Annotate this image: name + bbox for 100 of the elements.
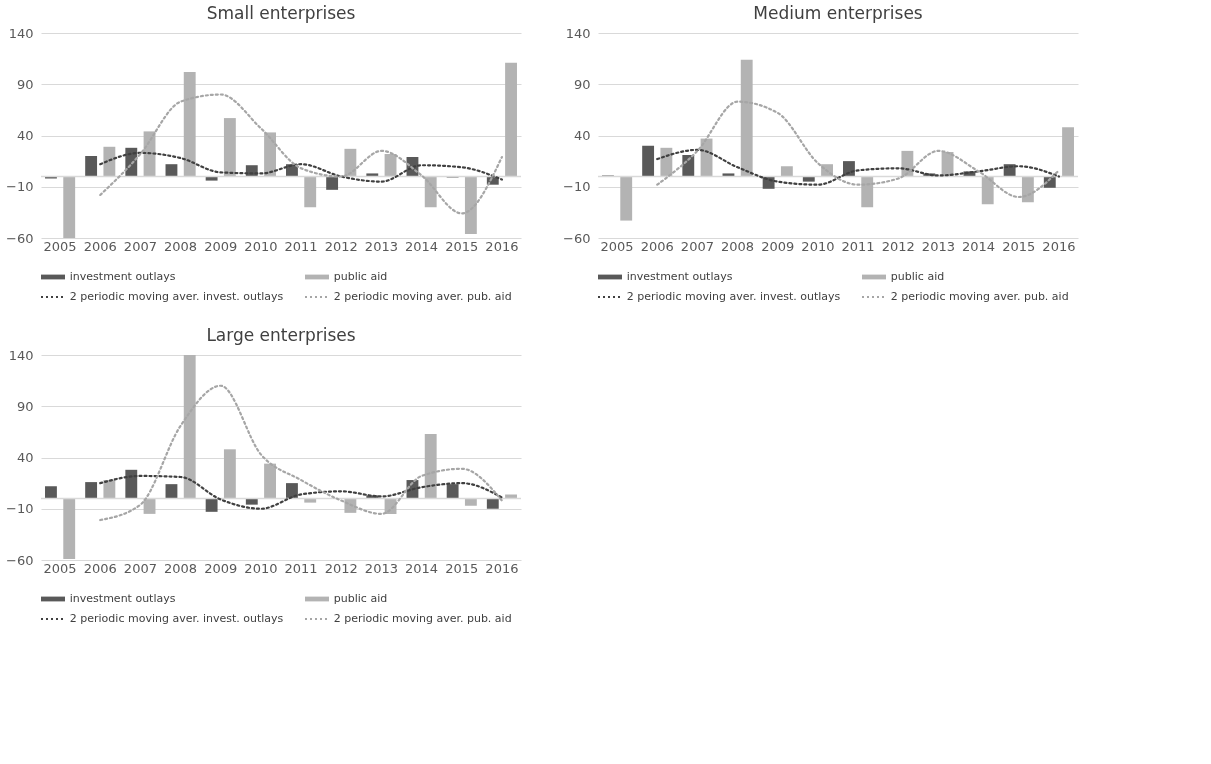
bar <box>620 176 633 221</box>
bar <box>642 145 655 177</box>
bar <box>205 498 218 512</box>
legend-label: 2 periodic moving aver. pub. aid <box>333 290 512 303</box>
x-tick-label: 2015 <box>445 560 479 576</box>
bar <box>304 176 317 208</box>
bar <box>183 355 196 499</box>
bar <box>446 484 459 499</box>
y-tick-label: 90 <box>16 398 34 414</box>
line-series <box>656 100 1061 199</box>
bar <box>165 164 178 177</box>
legend-label: public aid <box>890 270 945 283</box>
bar <box>85 156 98 177</box>
bar <box>861 176 874 208</box>
y-tick-label: 140 <box>565 25 591 41</box>
bar <box>125 469 138 499</box>
y-tick-label: −60 <box>563 230 591 246</box>
y-tick-label: 40 <box>573 128 591 143</box>
bar <box>1062 127 1074 177</box>
legend-label: investment outlays <box>69 270 176 283</box>
x-tick-label: 2006 <box>83 238 117 254</box>
x-tick-label: 2010 <box>244 238 278 254</box>
bar <box>326 176 339 190</box>
x-tick-label: 2011 <box>841 238 875 254</box>
bar <box>464 176 477 234</box>
x-tick-label: 2008 <box>164 238 198 254</box>
line-series <box>656 148 1061 186</box>
legend-label: public aid <box>333 270 388 283</box>
bar <box>223 449 236 499</box>
x-tick-label: 2011 <box>284 560 318 576</box>
y-tick-label: −60 <box>6 230 34 246</box>
y-tick-label: 90 <box>573 76 591 92</box>
x-tick-label: 2013 <box>364 560 398 576</box>
bar <box>264 132 276 177</box>
legend-label: 2 periodic moving aver. pub. aid <box>890 290 1069 303</box>
x-tick-label: 2014 <box>962 238 996 254</box>
x-tick-label: 2005 <box>43 238 77 254</box>
x-tick-label: 2012 <box>324 238 358 254</box>
x-tick-label: 2008 <box>721 238 755 254</box>
x-tick-label: 2014 <box>405 238 439 254</box>
y-tick-label: 40 <box>16 450 34 465</box>
x-tick-label: 2009 <box>204 560 238 576</box>
legend-label: 2 periodic moving aver. invest. outlays <box>69 612 284 625</box>
bar <box>486 498 499 509</box>
bar <box>424 433 437 499</box>
bar <box>103 146 116 177</box>
x-tick-label: 2014 <box>405 560 439 576</box>
x-tick-label: 2009 <box>204 238 238 254</box>
legend-label: 2 periodic moving aver. pub. aid <box>333 612 512 625</box>
x-tick-label: 2006 <box>640 238 674 254</box>
y-tick-label: −10 <box>6 179 34 195</box>
x-tick-label: 2005 <box>600 238 634 254</box>
y-tick-label: 140 <box>8 25 34 41</box>
bar <box>45 486 57 499</box>
bar <box>63 176 76 238</box>
bar <box>223 118 236 177</box>
y-tick-label: 90 <box>16 76 34 92</box>
chart-title: Medium enterprises <box>753 3 923 23</box>
bar <box>183 71 196 177</box>
bar <box>981 176 994 205</box>
x-tick-label: 2015 <box>1002 238 1036 254</box>
line-series <box>99 384 504 522</box>
legend-label: investment outlays <box>626 270 733 283</box>
x-tick-label: 2015 <box>445 238 479 254</box>
x-tick-label: 2013 <box>921 238 955 254</box>
x-tick-label: 2010 <box>801 238 835 254</box>
chart-title: Small enterprises <box>206 3 356 23</box>
legend-label: investment outlays <box>69 592 176 605</box>
legend-label: 2 periodic moving aver. invest. outlays <box>626 290 841 303</box>
y-tick-label: 140 <box>8 347 34 363</box>
x-tick-label: 2016 <box>1042 238 1076 254</box>
legend-label: 2 periodic moving aver. invest. outlays <box>69 290 284 303</box>
legend-label: public aid <box>333 592 388 605</box>
bar <box>85 482 98 499</box>
x-tick-label: 2007 <box>123 560 157 576</box>
x-tick-label: 2016 <box>485 238 519 254</box>
x-tick-label: 2008 <box>164 560 198 576</box>
x-tick-label: 2012 <box>324 560 358 576</box>
y-tick-label: −10 <box>6 501 34 517</box>
x-tick-label: 2009 <box>761 238 795 254</box>
bar <box>780 166 793 177</box>
x-tick-label: 2016 <box>485 560 519 576</box>
x-tick-label: 2007 <box>680 238 714 254</box>
x-tick-label: 2006 <box>83 560 117 576</box>
y-tick-label: −10 <box>563 179 591 195</box>
x-tick-label: 2011 <box>284 238 318 254</box>
y-tick-label: 40 <box>16 128 34 143</box>
x-tick-label: 2007 <box>123 238 157 254</box>
chart-title: Large enterprises <box>206 325 356 345</box>
x-tick-label: 2013 <box>364 238 398 254</box>
x-tick-label: 2010 <box>244 560 278 576</box>
line-series <box>99 93 504 215</box>
x-tick-label: 2005 <box>43 560 77 576</box>
x-tick-label: 2012 <box>881 238 915 254</box>
line-series <box>99 151 504 183</box>
bar <box>264 463 276 499</box>
bar <box>165 484 178 499</box>
bar <box>63 498 76 559</box>
y-tick-label: −60 <box>6 552 34 568</box>
line-series <box>99 474 504 510</box>
